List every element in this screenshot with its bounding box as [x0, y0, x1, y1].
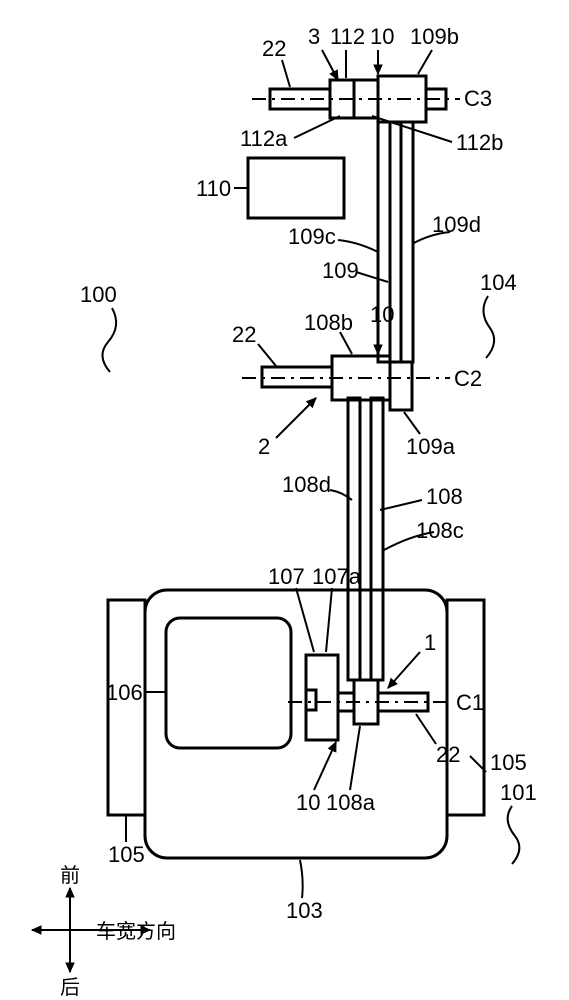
label-110: 110 [196, 176, 231, 201]
label-101: 101 [500, 780, 537, 805]
label-1: 1 [424, 630, 436, 655]
label-10a: 10 [370, 24, 394, 49]
label-109c: 109c [288, 224, 336, 249]
label-105b: 105 [490, 750, 527, 775]
label-108d: 108d [282, 472, 331, 497]
label-c3: C3 [464, 86, 492, 111]
label-c2: C2 [454, 366, 482, 391]
direction-labels: 前 后 车宽方向 [60, 864, 176, 999]
label-109: 109 [322, 258, 359, 283]
label-c1: C1 [456, 690, 484, 715]
label-22b: 22 [232, 322, 256, 347]
label-width: 车宽方向 [96, 920, 176, 943]
label-109b: 109b [410, 24, 459, 49]
label-112a: 112a [240, 126, 288, 151]
label-107a: 107a [312, 564, 362, 589]
label-22c: 22 [436, 742, 460, 767]
label-10c: 10 [296, 790, 320, 815]
label-108c: 108c [416, 518, 464, 543]
label-22a: 22 [262, 36, 286, 61]
label-back: 后 [60, 976, 80, 999]
label-106: 106 [106, 680, 143, 705]
label-108: 108 [426, 484, 463, 509]
mechanical-diagram: 100 104 101 3 112 10 109b 22 C3 112a 112… [0, 0, 569, 1000]
label-2: 2 [258, 434, 270, 459]
label-3: 3 [308, 24, 320, 49]
label-103: 103 [286, 898, 323, 923]
label-105a: 105 [108, 842, 145, 867]
label-107: 107 [268, 564, 305, 589]
label-112: 112 [330, 24, 365, 49]
label-108a: 108a [326, 790, 376, 815]
label-112b: 112b [456, 130, 503, 155]
label-109a: 109a [406, 434, 456, 459]
label-109d: 109d [432, 212, 481, 237]
label-front: 前 [60, 864, 80, 887]
label-10b: 10 [370, 302, 394, 327]
label-100: 100 [80, 282, 117, 307]
label-104: 104 [480, 270, 517, 295]
label-108b: 108b [304, 310, 353, 335]
